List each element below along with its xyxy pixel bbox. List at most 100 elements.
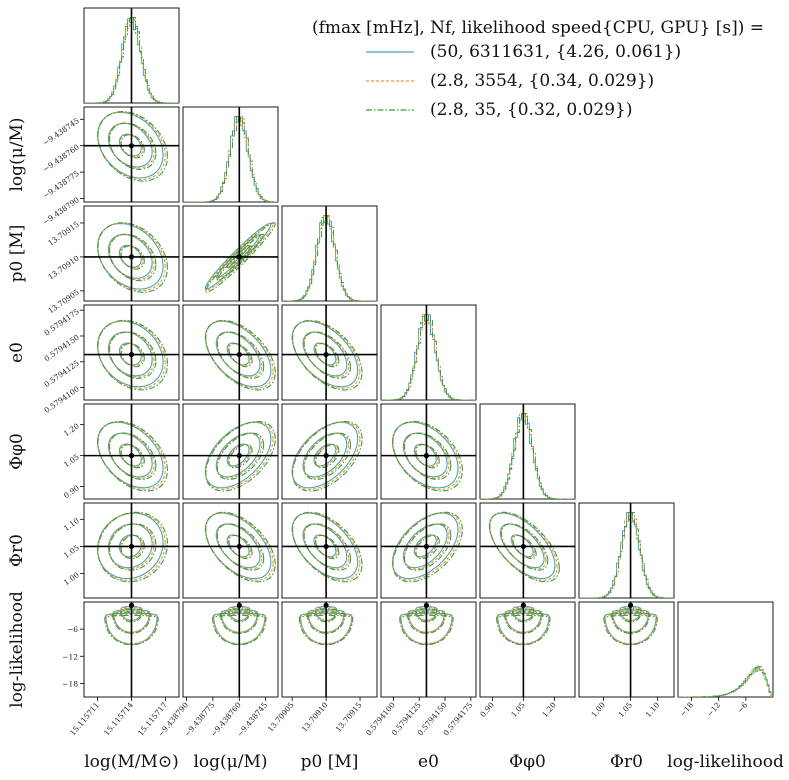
y-axis-label-e0: e0 <box>7 342 27 363</box>
contour-2sigma-series-1 <box>402 523 448 569</box>
likelihood-contour-2-series-2 <box>504 610 543 633</box>
contour-1sigma-series-3 <box>120 534 145 560</box>
likelihood-contour-1-series-2 <box>415 607 438 622</box>
contour-2sigma-series-3 <box>303 432 352 480</box>
panel-frame <box>677 601 774 698</box>
contour-panel-e0-Phiphi0 <box>380 403 477 500</box>
x-tick-label-p0: 13.70915 <box>334 700 364 733</box>
x-tick-label-Phir0: 1.10 <box>644 700 662 719</box>
panel-frame <box>182 205 279 302</box>
contour-1sigma-series-3 <box>315 534 340 560</box>
contour-3sigma-series-2 <box>291 421 361 490</box>
panel-frame <box>479 502 576 599</box>
contour-2sigma-series-1 <box>107 523 153 569</box>
contour-1sigma-series-3 <box>512 534 537 560</box>
contour-2sigma-series-3 <box>108 233 157 282</box>
contour-3sigma-series-3 <box>292 420 363 492</box>
contour-panel-Phiphi0-Phir0 <box>479 502 576 599</box>
x-tick-label-Phiphi0: 0.90 <box>478 700 496 719</box>
contour-1sigma-series-2 <box>119 443 144 468</box>
contour-3sigma-series-2 <box>291 320 361 389</box>
truth-point <box>236 254 242 260</box>
contour-3sigma-series-3 <box>97 222 168 293</box>
hist-panel-Phiphi0 <box>479 403 576 500</box>
likelihood-contour-2-series-2 <box>407 610 446 633</box>
contour-3sigma-series-3 <box>489 511 560 583</box>
contour-1sigma-series-3 <box>228 444 253 469</box>
contour-panel-logmu-Phir0 <box>182 502 279 599</box>
contour-1sigma-series-3 <box>228 534 253 560</box>
contour-2sigma-series-3 <box>303 331 352 379</box>
truth-point <box>323 453 329 459</box>
x-axis-label-e0: e0 <box>418 752 439 772</box>
contour-2sigma-series-1 <box>107 122 153 168</box>
y-axis-label-p0: p0 [M] <box>7 225 27 283</box>
truth-point <box>128 143 135 149</box>
y-tick-label-p0: 13.70910 <box>46 253 81 281</box>
legend-label-series-2: (2.8, 3554, {0.34, 0.029}) <box>430 71 654 91</box>
contour-2sigma-series-1 <box>302 331 348 377</box>
x-axis-labels: log(M/M⊙) log(μ/M) p0 [M] e0 Φφ0 Φr0 log-likel… <box>84 752 784 772</box>
contour-1sigma-series-2 <box>227 342 252 367</box>
contour-2sigma-series-1 <box>302 432 348 478</box>
truth-point <box>128 453 135 459</box>
hist-panel-Phir0 <box>578 502 675 599</box>
contour-3sigma-series-3 <box>97 111 168 182</box>
y-tick-label-Phiphi0: 0.90 <box>62 483 81 500</box>
x-tick-label-loglike: −12 <box>705 700 722 718</box>
likelihood-contour-2-series-3 <box>306 611 346 634</box>
truth-point <box>323 602 329 608</box>
contour-3sigma-series-1 <box>204 223 272 290</box>
contour-panel-Phiphi0-loglike: 0.90 1.05 1.20 <box>478 601 576 719</box>
panel-frame <box>380 502 477 599</box>
contour-2sigma-series-1 <box>215 523 261 569</box>
contour-panel-logmu-Phiphi0 <box>182 403 279 500</box>
panel-frame <box>380 403 477 500</box>
contour-3sigma-series-3 <box>292 511 363 583</box>
likelihood-contour-1-series-2 <box>619 607 642 622</box>
y-tick-label-e0: 0.5794100 <box>42 384 81 415</box>
histogram-Phir0-series-2 <box>579 512 674 598</box>
truth-point <box>128 602 135 608</box>
hist-panel-loglike: −18 −12 −6 <box>677 601 774 718</box>
truth-point <box>128 543 135 550</box>
x-tick-label-Phiphi0: 1.05 <box>509 700 527 719</box>
truth-point <box>323 351 329 358</box>
contour-2sigma-series-3 <box>500 523 549 571</box>
likelihood-contour-3-series-3 <box>104 614 159 646</box>
contour-2sigma-series-2 <box>216 523 263 570</box>
panel-frame <box>380 601 477 698</box>
likelihood-contour-1-series-1 <box>228 605 251 621</box>
x-tick-label-Phir0: 1.00 <box>589 700 607 719</box>
contour-2sigma-series-2 <box>108 432 155 479</box>
contour-3sigma-series-3 <box>205 420 276 492</box>
y-tick-label-Phir0: 1.00 <box>62 570 81 587</box>
truth-point <box>236 351 242 358</box>
y-axis-label-logmu: log(μ/M) <box>7 117 27 191</box>
contour-2sigma-series-1 <box>107 233 153 279</box>
likelihood-contour-1-series-2 <box>120 607 143 622</box>
contour-1sigma-series-3 <box>120 245 145 270</box>
contour-1sigma-series-1 <box>313 534 337 558</box>
contour-1sigma-series-2 <box>414 443 439 468</box>
likelihood-contour-2-series-2 <box>220 610 259 633</box>
x-axis-label-loglike: log-likelihood <box>667 752 784 772</box>
y-tick-label-loglike: −6 <box>67 625 78 634</box>
x-tick-label-logM: 15.115711 <box>68 701 101 738</box>
contour-2sigma-series-2 <box>108 523 155 570</box>
x-tick-label-p0: 13.70905 <box>266 700 296 733</box>
histogram-logmu-series-3 <box>183 116 278 202</box>
x-tick-label-Phiphi0: 1.20 <box>540 700 558 719</box>
contour-2sigma-series-1 <box>215 432 261 478</box>
contour-1sigma-series-2 <box>227 534 252 559</box>
contour-2sigma-series-1 <box>402 432 448 478</box>
contour-3sigma-series-3 <box>97 319 168 391</box>
contour-3sigma-series-2 <box>392 512 461 581</box>
contour-3sigma-series-3 <box>205 319 276 391</box>
likelihood-contour-3-series-3 <box>298 614 354 646</box>
contour-1sigma-series-3 <box>120 444 145 469</box>
truth-point <box>236 602 242 608</box>
